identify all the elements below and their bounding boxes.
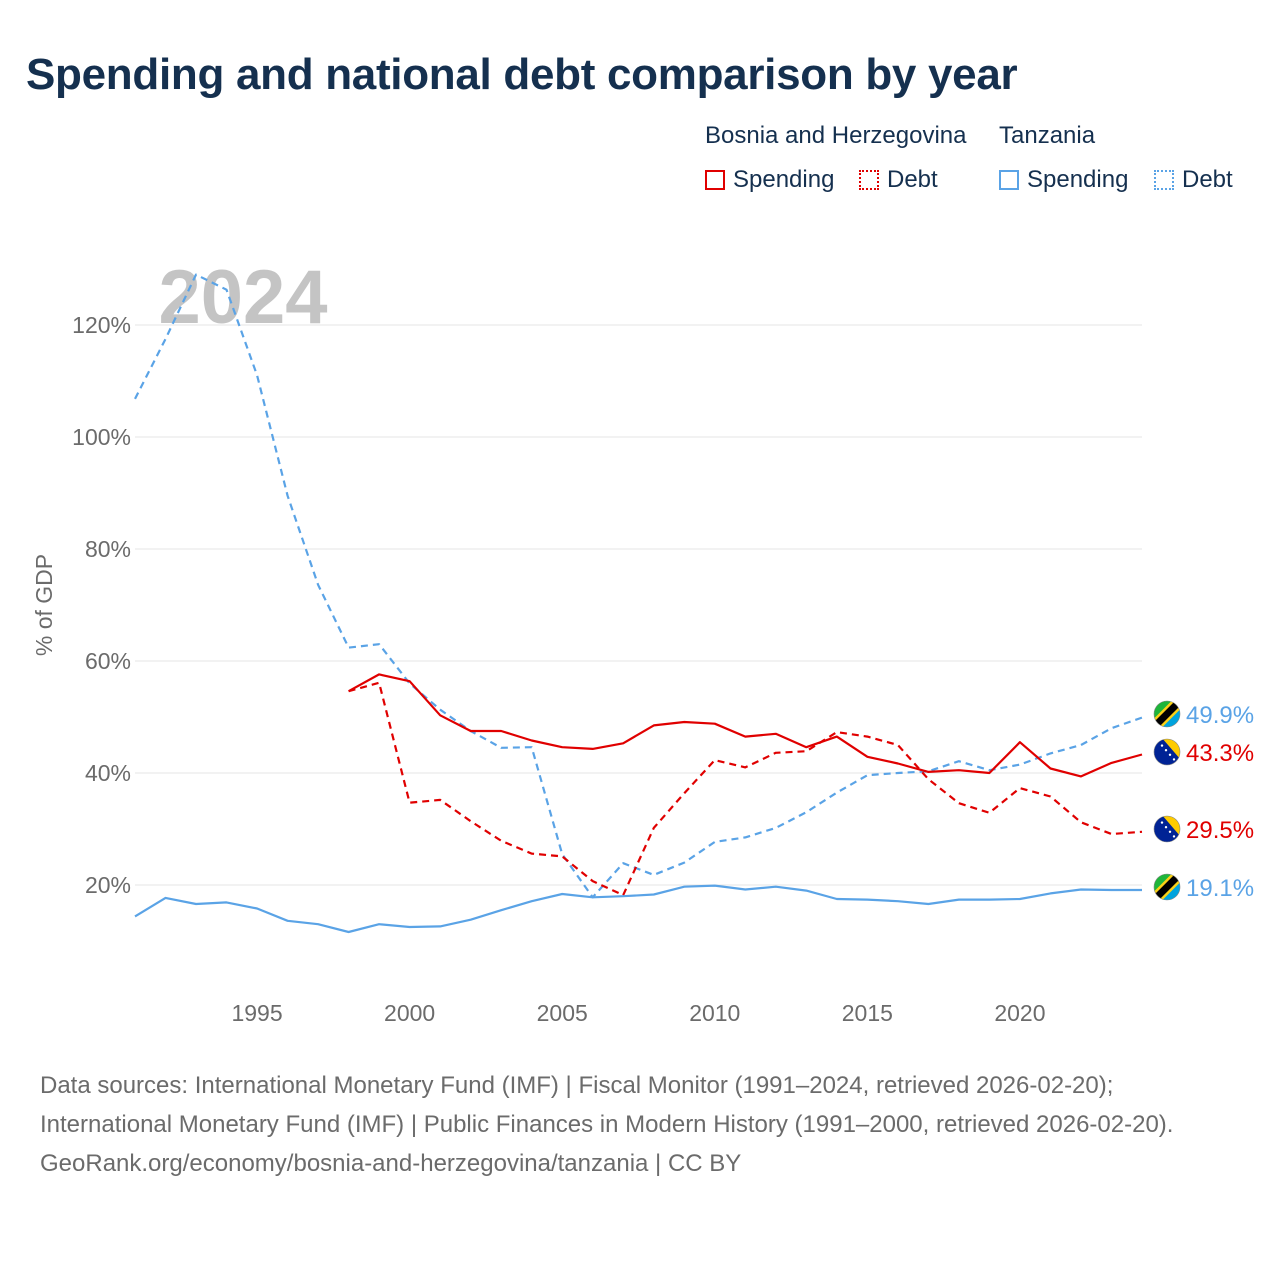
legend-swatch-dotted: [1154, 170, 1174, 190]
bosnia-flag-icon: [1153, 738, 1181, 766]
x-tick-label: 2010: [689, 1000, 740, 1026]
bosnia-flag-icon: [1153, 815, 1181, 843]
legend-label: Spending: [1027, 166, 1129, 193]
series-line-debt-bosnia: [348, 681, 1143, 897]
x-tick-label: 2005: [537, 1000, 588, 1026]
year-watermark: 2024: [158, 255, 327, 340]
legend-swatch-dotted: [859, 170, 879, 190]
flag-shapes: [1154, 874, 1180, 900]
legend-item-bosnia-debt[interactable]: Debt: [859, 166, 938, 194]
flag-star: [1164, 826, 1168, 829]
flag-star: [1160, 744, 1164, 747]
y-tick-label: 80%: [85, 536, 131, 562]
flag-border: [1153, 873, 1181, 901]
flag-star: [1172, 758, 1176, 761]
x-tick-label: 1995: [231, 1000, 282, 1026]
flag-shapes: [1154, 701, 1180, 727]
series-lines: [134, 273, 1143, 934]
flag-border: [1153, 738, 1181, 766]
legend-group-bosnia: Bosnia and Herzegovina: [705, 122, 967, 149]
end-labels: 49.9% 43.3% 29.5% 19.1%: [1153, 700, 1254, 902]
flag-star: [1160, 821, 1164, 824]
line-chart: 2024 20% 40% 60% 80% 100% 120% 1995 2000 2005 201…: [31, 255, 1254, 1026]
legend-label: Spending: [733, 166, 835, 193]
x-tick-label: 2020: [994, 1000, 1045, 1026]
flag-border: [1153, 700, 1181, 728]
footer: Data sources: International Monetary Fun…: [40, 1066, 1240, 1183]
legend-swatch-solid: [999, 170, 1019, 190]
credit-link[interactable]: GeoRank.org/economy/bosnia-and-herzegovi…: [40, 1150, 742, 1177]
y-tick-label: 20%: [85, 872, 131, 898]
y-axis-label: % of GDP: [31, 554, 57, 656]
flag-shapes: [1154, 739, 1180, 765]
legend-label: Debt: [1182, 166, 1233, 193]
legend-item-bosnia-spending[interactable]: Spending: [705, 166, 834, 194]
legend-group-tanzania: Tanzania: [999, 122, 1096, 149]
flag-star: [1168, 753, 1172, 756]
axes: 20% 40% 60% 80% 100% 120% 1995 2000 2005 2010 2015…: [31, 312, 1046, 1026]
series-line-debt-tanzania: [134, 273, 1143, 899]
flag-star: [1164, 749, 1168, 752]
y-tick-label: 60%: [85, 648, 131, 674]
x-tick-label: 2015: [842, 1000, 893, 1026]
flag-shapes: [1154, 816, 1180, 842]
series-line-spending-bosnia: [348, 673, 1143, 778]
flag-yellow-triangle: [1162, 816, 1180, 837]
flag-star: [1172, 835, 1176, 838]
y-tick-label: 40%: [85, 760, 131, 786]
legend-item-tanzania-debt[interactable]: Debt: [1154, 166, 1233, 194]
data-sources: Data sources: International Monetary Fun…: [40, 1072, 1174, 1138]
y-tick-label: 100%: [72, 424, 131, 450]
x-tick-label: 2000: [384, 1000, 435, 1026]
end-value-label: 19.1%: [1186, 875, 1254, 902]
y-tick-label: 120%: [72, 312, 131, 338]
end-value-label: 49.9%: [1186, 702, 1254, 729]
legend-label: Debt: [887, 166, 938, 193]
flag-border: [1153, 815, 1181, 843]
legend-swatch-solid: [705, 170, 725, 190]
legend-item-tanzania-spending[interactable]: Spending: [999, 166, 1128, 194]
chart-title: Spending and national debt comparison by…: [26, 50, 1018, 99]
flag-star: [1168, 830, 1172, 833]
flag-yellow-triangle: [1162, 739, 1180, 760]
end-value-label: 43.3%: [1186, 740, 1254, 767]
tanzania-flag-icon: [1153, 873, 1181, 901]
series-line-spending-tanzania: [134, 884, 1142, 934]
gridlines: [135, 324, 1142, 886]
tanzania-flag-icon: [1153, 700, 1181, 728]
end-value-label: 29.5%: [1186, 817, 1254, 844]
